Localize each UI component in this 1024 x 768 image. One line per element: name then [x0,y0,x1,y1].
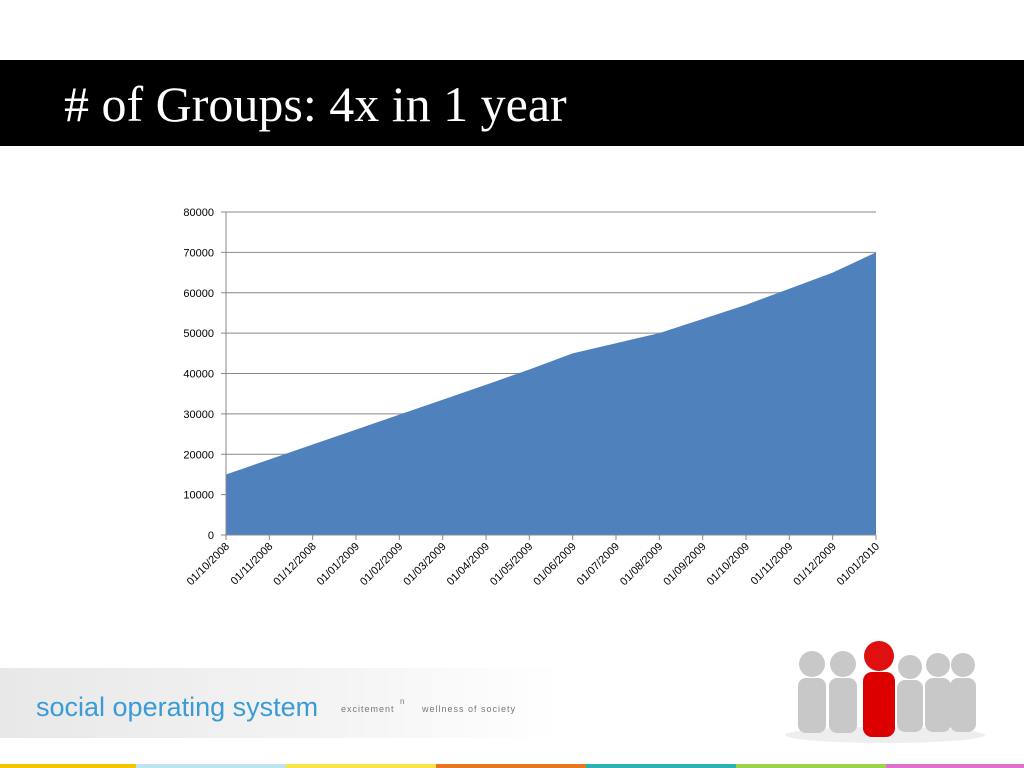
x-tick-label: 01/03/2009 [401,541,448,588]
x-tick-label: 01/12/2009 [791,541,838,588]
tagline2: wellness of society [421,704,516,714]
y-tick-label: 60000 [183,288,214,300]
x-tick-label: 01/06/2009 [531,541,578,588]
x-tick-label: 01/07/2009 [575,541,622,588]
x-tick-label: 01/02/2009 [358,541,405,588]
x-tick-label: 01/09/2009 [661,541,708,588]
x-tick-label: 01/08/2009 [618,541,665,588]
y-tick-label: 40000 [183,369,214,381]
slide-title: # of Groups: 4x in 1 year [64,76,567,132]
x-tick-label: 01/11/2009 [749,541,796,588]
x-tick-label: 01/04/2009 [445,541,492,588]
y-tick-label: 80000 [183,207,214,219]
chart: 0 10000 20000 30000 40000 50000 60000 70000 8000… [183,207,882,588]
people-figures [785,641,985,743]
x-tick-label: 01/01/2010 [835,541,882,588]
brand: social operating system [36,692,318,722]
superscript: n [400,697,404,706]
y-tick-label: 20000 [183,449,214,461]
x-tick-label: 01/10/2008 [185,541,232,588]
x-tick-label: 01/01/2009 [315,541,362,588]
x-tick-label: 01/10/2009 [705,541,752,588]
title-band [0,60,1024,146]
tagline: excitement [341,704,395,714]
x-tick-label: 01/11/2008 [229,541,276,588]
y-tick-label: 50000 [183,328,214,340]
x-tick-label: 01/05/2009 [488,541,535,588]
y-tick-label: 70000 [183,247,214,259]
footer-band [0,668,560,738]
y-tick-label: 0 [208,530,214,542]
x-tick-label: 01/12/2008 [271,541,318,588]
y-tick-label: 30000 [183,409,214,421]
bottom-stripe [0,764,1024,768]
y-tick-label: 10000 [183,490,214,502]
area [226,252,876,535]
